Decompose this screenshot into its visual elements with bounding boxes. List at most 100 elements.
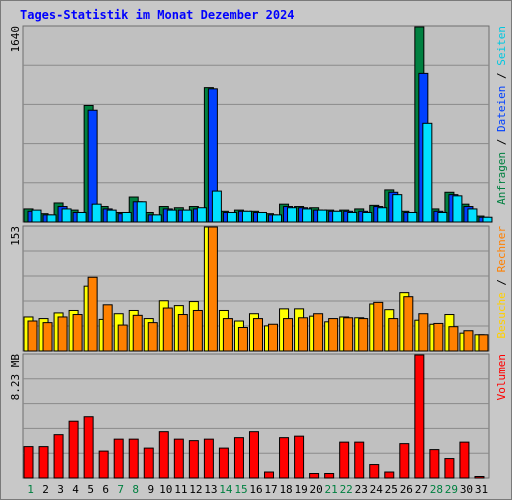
bar-volumen-day-25 <box>384 471 395 479</box>
legend-label-part: Rechner <box>495 226 508 273</box>
bar-rechner-day-29 <box>448 326 459 352</box>
bar-rechner-day-21 <box>328 318 339 352</box>
legend-label-part: Anfragen <box>495 152 508 205</box>
bar-seiten-day-25 <box>392 194 403 223</box>
bar-volumen-day-9 <box>143 447 154 479</box>
legend-label: Besuche / Rechner <box>495 226 508 339</box>
bar-rechner-day-3 <box>57 316 68 352</box>
bar-seiten-day-10 <box>166 209 177 223</box>
bar-seiten-day-30 <box>467 208 478 223</box>
bar-volumen-day-27 <box>414 354 425 479</box>
bar-seiten-day-20 <box>317 209 328 223</box>
bar-volumen-day-11 <box>173 438 184 479</box>
x-tick-label: 26 <box>400 483 413 496</box>
bar-seiten-day-3 <box>61 208 72 223</box>
bar-rechner-day-23 <box>358 318 369 352</box>
bar-seiten-day-23 <box>362 211 373 223</box>
bar-seiten-day-15 <box>241 210 252 223</box>
legend-label-part: / <box>495 66 508 86</box>
bar-rechner-day-18 <box>283 318 294 352</box>
x-tick-label: 11 <box>174 483 187 496</box>
bar-volumen-day-13 <box>203 438 214 479</box>
y-max-label: 153 <box>9 226 22 246</box>
bar-volumen-day-24 <box>369 464 380 479</box>
bar-seiten-day-17 <box>272 214 283 223</box>
bar-rechner-day-9 <box>147 322 158 352</box>
x-tick-label: 24 <box>370 483 384 496</box>
bar-seiten-day-24 <box>377 207 388 223</box>
x-tick-label: 31 <box>475 483 488 496</box>
x-tick-label: 29 <box>445 483 458 496</box>
x-tick-label: 13 <box>204 483 217 496</box>
y-max-label: 1640 <box>9 26 22 53</box>
legend-label-part: Dateien <box>495 86 508 132</box>
bar-seiten-day-9 <box>151 214 162 223</box>
x-tick-label: 28 <box>430 483 443 496</box>
x-tick-label: 12 <box>189 483 202 496</box>
bar-rechner-day-15 <box>237 326 248 352</box>
bar-volumen-day-4 <box>68 420 79 479</box>
y-max-label: 8.23 MB <box>9 354 22 401</box>
x-tick-label: 9 <box>147 483 154 496</box>
x-tick-label: 15 <box>234 483 247 496</box>
x-tick-label: 8 <box>132 483 139 496</box>
bar-seiten-day-5 <box>91 203 102 223</box>
bar-volumen-day-3 <box>53 434 64 479</box>
bar-volumen-day-30 <box>459 441 470 479</box>
bar-seiten-day-22 <box>347 211 358 223</box>
x-tick-label: 5 <box>87 483 94 496</box>
bar-rechner-day-20 <box>313 313 324 352</box>
legend-label-part: Besuche <box>495 292 508 338</box>
bar-seiten-day-19 <box>302 208 313 223</box>
bar-volumen-day-16 <box>248 431 259 479</box>
bar-volumen-day-23 <box>354 441 365 479</box>
bar-volumen-day-20 <box>309 473 320 479</box>
bar-volumen-day-1 <box>23 446 34 479</box>
bar-rechner-day-26 <box>403 296 414 352</box>
bar-seiten-day-7 <box>121 211 132 223</box>
bar-rechner-day-7 <box>117 324 128 352</box>
bar-volumen-day-12 <box>188 440 199 479</box>
x-tick-label: 6 <box>102 483 109 496</box>
bar-rechner-day-6 <box>102 304 113 352</box>
bar-seiten-day-18 <box>287 207 298 223</box>
bar-rechner-day-11 <box>177 314 188 352</box>
x-tick-label: 1 <box>27 483 34 496</box>
bar-seiten-day-29 <box>452 195 463 223</box>
bar-rechner-day-17 <box>268 323 279 352</box>
legend-label-part: / <box>495 272 508 292</box>
x-tick-label: 10 <box>159 483 172 496</box>
bar-volumen-day-7 <box>113 438 124 479</box>
bar-volumen-day-26 <box>399 443 410 479</box>
bar-rechner-day-16 <box>252 318 263 352</box>
bar-rechner-day-31 <box>478 334 489 352</box>
bar-rechner-day-4 <box>72 314 83 352</box>
bar-volumen-day-8 <box>128 438 139 479</box>
legend-label-part: Volumen <box>495 354 508 400</box>
bar-volumen-day-19 <box>294 435 305 479</box>
x-tick-label: 22 <box>340 483 353 496</box>
legend-label: Anfragen / Dateien / Seiten <box>495 26 508 205</box>
x-tick-label: 23 <box>355 483 368 496</box>
bar-seiten-day-26 <box>407 211 418 223</box>
bar-seiten-day-21 <box>332 210 343 223</box>
bar-seiten-day-14 <box>226 211 237 223</box>
bar-rechner-day-14 <box>222 318 233 352</box>
bar-seiten-day-28 <box>437 211 448 223</box>
x-tick-label: 18 <box>279 483 292 496</box>
x-tick-label: 7 <box>117 483 124 496</box>
x-tick-label: 30 <box>460 483 473 496</box>
x-tick-label: 3 <box>57 483 64 496</box>
bar-seiten-day-31 <box>482 216 493 223</box>
bar-seiten-day-11 <box>181 209 192 223</box>
bar-rechner-day-2 <box>42 322 53 352</box>
bar-rechner-day-5 <box>87 276 98 352</box>
bar-seiten-day-6 <box>106 209 117 223</box>
bar-rechner-day-19 <box>298 317 309 352</box>
bar-seiten-day-12 <box>196 207 207 223</box>
bar-rechner-day-10 <box>162 307 173 352</box>
bar-rechner-day-1 <box>27 320 38 352</box>
bar-rechner-day-8 <box>132 314 143 352</box>
bar-volumen-day-22 <box>339 441 350 479</box>
bar-rechner-day-28 <box>433 322 444 352</box>
